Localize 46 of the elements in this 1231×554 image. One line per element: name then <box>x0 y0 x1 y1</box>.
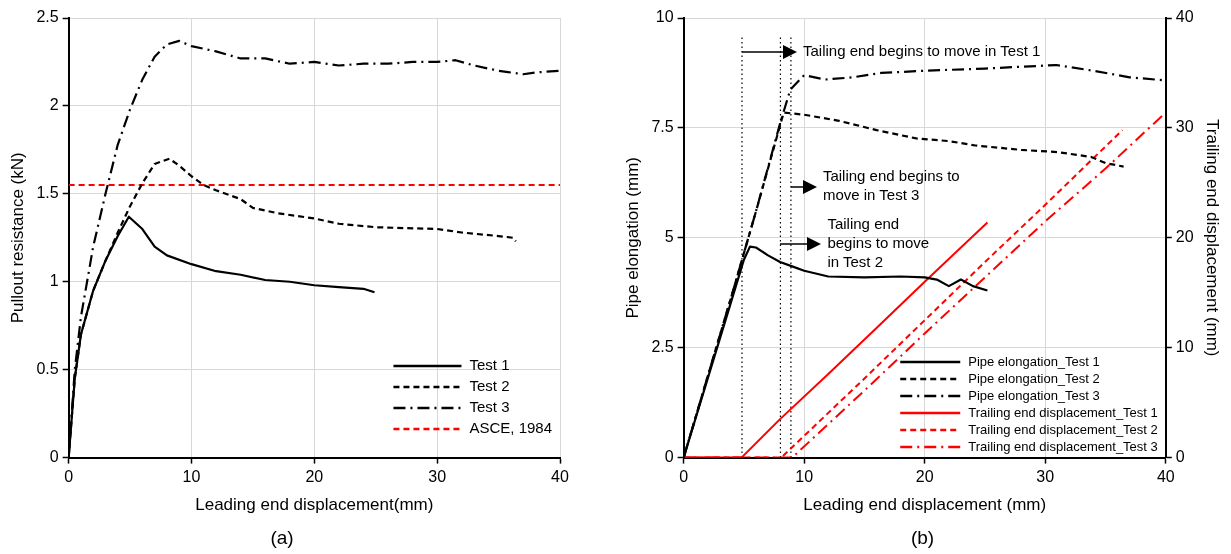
y-tick-label: 1 <box>49 272 59 290</box>
y-tick-label: 2 <box>49 96 59 114</box>
x-tick-label: 20 <box>915 467 934 485</box>
x-tick-label: 40 <box>551 467 569 485</box>
x-tick-label: 30 <box>1036 467 1055 485</box>
legend-label: Test 1 <box>469 356 510 374</box>
y-tick-label: 2.5 <box>651 338 674 356</box>
x-tick-label: 0 <box>679 467 689 485</box>
legend-label: Pipe elongation_Test 2 <box>968 370 1100 386</box>
text: (b) <box>910 526 935 548</box>
text: (a) <box>270 526 294 548</box>
y2-tick-label: 30 <box>1175 118 1194 136</box>
y-tick-label: 5 <box>664 228 674 246</box>
y-axis-title: Pipe elongation (mm) <box>622 157 642 319</box>
y2-axis-title: Trailing end displacement (mm) <box>1203 119 1223 357</box>
ref-line-label: Tailing end begins to move in Test 2 <box>827 215 930 271</box>
y-axis-title: Pullout resistance (kN) <box>7 152 27 324</box>
y-tick-label: 1.5 <box>36 184 59 202</box>
x-tick-label: 10 <box>795 467 814 485</box>
y-tick-label: 10 <box>655 8 674 26</box>
legend-label: Pipe elongation_Test 3 <box>968 387 1100 403</box>
x-tick-label: 10 <box>182 467 201 485</box>
x-axis-title: Leading end displacement(mm) <box>195 494 434 514</box>
x-tick-label: 0 <box>64 467 74 485</box>
y2-tick-label: 40 <box>1175 8 1194 26</box>
legend-label: Trailing end displacement_Test 1 <box>968 404 1158 420</box>
y-tick-label: 0.5 <box>36 360 59 378</box>
ref-line-label: Tailing end begins to move in Test 1 <box>802 41 1041 59</box>
legend-label: ASCE, 1984 <box>469 419 553 437</box>
y-tick-label: 7.5 <box>651 118 674 136</box>
legend-label: Test 2 <box>469 377 510 395</box>
legend-label: Trailing end displacement_Test 3 <box>968 438 1158 454</box>
legend-label: Test 3 <box>469 398 510 416</box>
ref-line-label: Tailing end begins to move in Test 3 <box>822 167 960 204</box>
y2-tick-label: 0 <box>1175 448 1185 466</box>
legend-label: Pipe elongation_Test 1 <box>968 353 1100 369</box>
y2-tick-label: 20 <box>1175 228 1194 246</box>
y-tick-label: 2.5 <box>36 8 59 26</box>
y-tick-label: 0 <box>49 448 59 466</box>
y-tick-label: 0 <box>664 448 674 466</box>
legend-label: Trailing end displacement_Test 2 <box>968 421 1158 437</box>
x-axis-title: Leading end displacement (mm) <box>803 494 1047 514</box>
x-tick-label: 30 <box>428 467 447 485</box>
x-tick-label: 20 <box>305 467 324 485</box>
y2-tick-label: 10 <box>1175 338 1194 356</box>
x-tick-label: 40 <box>1156 467 1175 485</box>
